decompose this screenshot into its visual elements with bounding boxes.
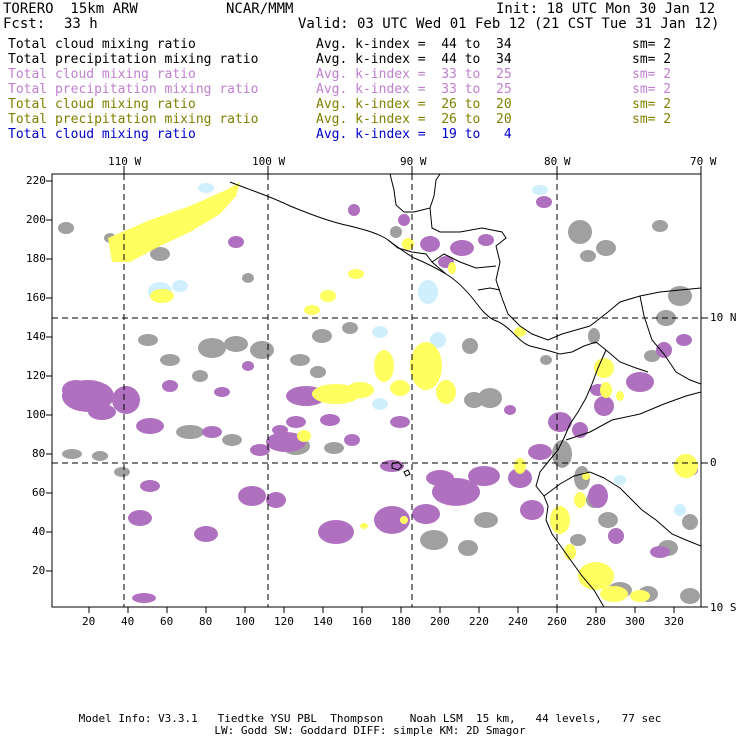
grid-index-label: 240: [508, 615, 528, 628]
gulf-coastline: [389, 174, 441, 213]
grid-index-label: 140: [26, 330, 46, 343]
cloud-fields: [58, 182, 700, 604]
lon-label: 90 W: [400, 155, 427, 168]
grid-index-label: 260: [547, 615, 567, 628]
physics-info-line: LW: Godd SW: Goddard DIFF: simple KM: 2D…: [214, 724, 526, 737]
country-border: [431, 253, 497, 269]
model-title: TORERO 15km ARW: [3, 1, 138, 17]
grid-index-label: 220: [26, 174, 46, 187]
legend-field: Total precipitation mixing ratio: [8, 112, 259, 127]
peru-brazil-border: [603, 477, 701, 547]
grid-index-label: 60: [32, 486, 46, 499]
grid-index-label: 100: [26, 408, 46, 421]
lon-label: 80 W: [544, 155, 571, 168]
grid-index-label: 40: [32, 525, 46, 538]
lon-label: 100 W: [252, 155, 286, 168]
grid-index-label: 120: [26, 369, 46, 382]
legend-field: Total cloud mixing ratio: [8, 37, 196, 52]
lon-label: 70 W: [690, 155, 717, 168]
lon-label: 110 W: [108, 155, 142, 168]
grid-index-label: 100: [235, 615, 255, 628]
forecast-label: Fcst:: [3, 16, 46, 32]
grid-index-label: 80: [199, 615, 213, 628]
lat-label: 0: [710, 456, 717, 469]
grid-index-label: 280: [586, 615, 606, 628]
coastlines: [229, 174, 701, 607]
legend-index: Avg. k-index = 33 to 25: [316, 67, 512, 82]
legend-smoothing: sm= 2: [632, 37, 672, 52]
grid-index-label: 220: [469, 615, 489, 628]
yellow-cloud-patches: [108, 182, 698, 602]
legend-field: Total precipitation mixing ratio: [8, 82, 259, 97]
legend-smoothing: sm= 2: [632, 52, 672, 67]
legend-index: Avg. k-index = 26 to 20: [316, 97, 512, 112]
legend-index: Avg. k-index = 44 to 34: [316, 37, 512, 52]
legend-smoothing: sm= 2: [632, 97, 672, 112]
legend-smoothing: sm= 2: [632, 112, 672, 127]
legend-field: Total cloud mixing ratio: [8, 67, 196, 82]
south-america-pacific-coast: [535, 349, 607, 607]
legend-field: Total precipitation mixing ratio: [8, 52, 259, 67]
grid-index-label: 60: [160, 615, 174, 628]
country-border: [387, 239, 447, 275]
grid-index-label: 20: [32, 564, 46, 577]
organization-label: NCAR/MMM: [226, 1, 294, 17]
colombia-border: [565, 391, 701, 441]
galapagos-islands: [391, 461, 403, 471]
venezuela-border: [639, 295, 701, 385]
grid-index-label: 140: [313, 615, 333, 628]
axis-ticks: [46, 166, 708, 613]
galapagos-islands: [403, 469, 411, 477]
lat-lon-grid: [52, 174, 701, 607]
purple-cloud-patches: [62, 196, 698, 603]
belize-honduras-coastline: [429, 207, 507, 247]
grid-index-label: 180: [391, 615, 411, 628]
grid-index-label: 200: [430, 615, 450, 628]
legend-smoothing: sm= 2: [632, 82, 672, 97]
grid-index-label: 20: [82, 615, 96, 628]
forecast-hours: 33 h: [64, 16, 98, 32]
central-america-caribbean-coast: [495, 245, 591, 341]
grid-index-label: 120: [274, 615, 294, 628]
valid-time: Valid: 03 UTC Wed 01 Feb 12 (21 CST Tue …: [298, 16, 720, 32]
legend-index: Avg. k-index = 33 to 25: [316, 82, 512, 97]
grid-index-label: 320: [664, 615, 684, 628]
legend-smoothing: sm= 2: [632, 67, 672, 82]
ecuador-border: [543, 471, 605, 497]
grid-index-label: 300: [625, 615, 645, 628]
central-america-pacific-coast: [445, 273, 531, 347]
legend-field: Total cloud mixing ratio: [8, 97, 196, 112]
grid-index-label: 80: [32, 447, 46, 460]
grid-index-label: 160: [352, 615, 372, 628]
legend-index: Avg. k-index = 26 to 20: [316, 112, 512, 127]
legend-field: Total cloud mixing ratio: [8, 127, 196, 142]
legend-index: Avg. k-index = 44 to 34: [316, 52, 512, 67]
grid-index-label: 160: [26, 291, 46, 304]
model-info-line: Model Info: V3.3.1 Tiedtke YSU PBL Thomp…: [78, 712, 662, 725]
legend-index: Avg. k-index = 19 to 4: [316, 127, 512, 142]
grid-index-label: 200: [26, 213, 46, 226]
panama-coastline: [529, 341, 607, 355]
init-time: Init: 18 UTC Mon 30 Jan 12: [496, 1, 716, 17]
country-border: [477, 287, 501, 291]
lat-label: 10 N: [710, 311, 737, 324]
lat-label: 10 S: [710, 601, 737, 614]
colombia-venezuela-border: [605, 349, 649, 373]
map-frame: [51, 173, 702, 608]
grid-index-label: 40: [121, 615, 135, 628]
mexico-coastline: [229, 181, 447, 275]
grid-index-label: 180: [26, 252, 46, 265]
